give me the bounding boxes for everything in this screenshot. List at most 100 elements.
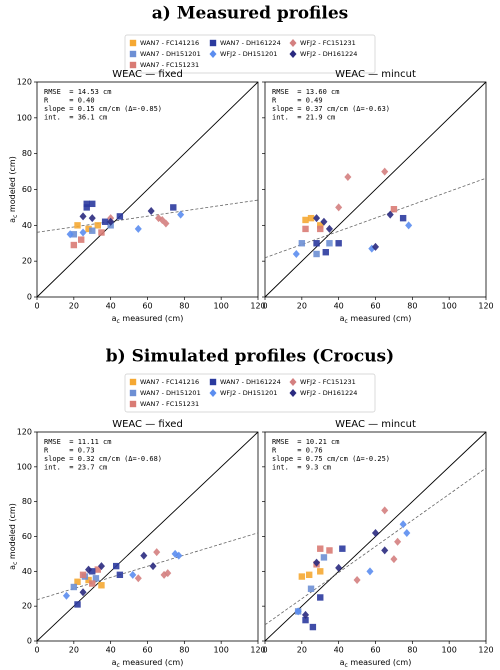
data-point <box>164 569 172 578</box>
legend-label: WAN7 - DH161224 <box>220 378 281 386</box>
legend-label: WAN7 - DH161224 <box>220 39 281 47</box>
data-point <box>85 565 93 574</box>
fit-line <box>264 177 487 259</box>
axis-label-part: a <box>112 658 117 667</box>
data-point <box>390 555 398 564</box>
data-point <box>302 616 309 624</box>
axis-label-part: measured (cm) <box>120 314 184 323</box>
stats-annotation: RMSE = 10.21 cm <box>272 438 339 446</box>
stats-annotation: R = 0.40 <box>44 97 95 105</box>
identity-line <box>264 81 487 298</box>
axis-label-part: c <box>117 318 120 325</box>
data-point <box>344 172 352 181</box>
data-point <box>313 214 321 223</box>
stats-annotation: R = 0.76 <box>272 447 323 455</box>
stats-annotation: slope = 0.15 cm/cm (Δ=-0.85) <box>44 105 162 113</box>
legend-marker <box>209 50 217 58</box>
data-point <box>70 241 78 249</box>
legend-marker <box>289 39 297 47</box>
data-point <box>89 580 96 587</box>
data-point <box>320 554 328 561</box>
y-tick-label: 40 <box>22 221 32 230</box>
axis-label-part: c <box>12 215 19 218</box>
x-tick-label: 80 <box>407 646 417 655</box>
data-point <box>399 520 407 529</box>
legend-label: WFJ2 - DH151201 <box>220 50 277 58</box>
data-point <box>177 210 185 219</box>
data-point <box>66 230 74 239</box>
y-tick-label: 120 <box>17 428 32 437</box>
legend-marker <box>209 378 217 386</box>
x-tick-label: 120 <box>478 646 493 655</box>
axis-label-part: c <box>117 662 120 669</box>
data-point <box>317 594 324 601</box>
data-point <box>134 574 142 583</box>
fit-line <box>36 532 259 601</box>
y-tick-label: 20 <box>22 257 32 266</box>
x-tick-label: 100 <box>214 646 229 655</box>
axis-label-part: a <box>8 565 17 570</box>
axis-label-part: c <box>12 562 19 565</box>
data-point <box>162 219 170 228</box>
data-point <box>89 200 96 208</box>
x-tick-label: 80 <box>407 302 417 311</box>
data-point <box>339 545 346 552</box>
data-point <box>74 222 81 229</box>
stats-annotation: slope = 0.32 cm/cm (Δ=-0.68) <box>44 455 162 463</box>
legend-label: WFJ2 - DH161224 <box>300 389 357 397</box>
axis-label-part: a <box>340 314 345 323</box>
axis-label-part: measured (cm) <box>348 314 412 323</box>
stats-annotation: int. = 23.7 cm <box>44 464 107 472</box>
data-point <box>292 250 300 258</box>
data-point <box>307 214 315 222</box>
identity-line <box>36 81 259 298</box>
x-tick-label: 20 <box>69 646 79 655</box>
data-point <box>371 242 380 251</box>
stats-annotation: int. = 9.3 cm <box>272 464 331 472</box>
data-point <box>107 217 115 226</box>
data-point <box>98 229 105 236</box>
data-point <box>405 221 413 230</box>
data-point <box>298 573 306 580</box>
data-point <box>390 206 398 213</box>
y-tick-label: 0 <box>27 637 32 646</box>
data-point <box>62 591 70 600</box>
axis-label-part: measured (cm) <box>348 658 412 667</box>
data-point <box>70 583 78 591</box>
data-point <box>79 228 87 237</box>
data-point <box>79 588 87 597</box>
section-title: b) Simulated profiles (Crocus) <box>106 347 394 367</box>
data-point <box>83 204 90 211</box>
data-point <box>335 203 343 212</box>
x-tick-label: 20 <box>69 302 79 311</box>
legend-label: WFJ2 - FC151231 <box>300 378 356 386</box>
stats-annotation: RMSE = 11.11 cm <box>44 438 111 446</box>
data-point <box>116 571 124 579</box>
plot-title: WEAC — mincut <box>335 419 416 430</box>
data-point <box>317 545 324 552</box>
data-point <box>89 227 96 234</box>
data-point <box>171 549 179 558</box>
data-point <box>147 207 155 215</box>
legend-box <box>124 373 376 413</box>
legend-label: WAN7 - FC151231 <box>140 61 199 69</box>
data-point <box>302 225 309 233</box>
data-point <box>140 551 148 560</box>
stats-annotation: int. = 36.1 cm <box>44 114 107 122</box>
stats-annotation: slope = 0.75 cm/cm (Δ=-0.25) <box>272 455 390 463</box>
axis-label-part: a <box>340 658 345 667</box>
data-point <box>307 585 315 592</box>
data-point <box>366 567 374 576</box>
plot-title: WEAC — mincut <box>335 69 416 80</box>
data-point <box>302 216 309 224</box>
y-tick-label: 80 <box>22 497 32 506</box>
plot-title: WEAC — fixed <box>112 419 183 430</box>
data-point <box>306 571 313 579</box>
legend-label: WAN7 - DH151201 <box>140 50 201 58</box>
data-point <box>313 558 321 567</box>
axis-label: ac modeled (cm) <box>8 503 20 570</box>
data-point <box>70 231 78 238</box>
data-point <box>317 222 324 229</box>
legend-label: WAN7 - FC141216 <box>140 378 199 386</box>
